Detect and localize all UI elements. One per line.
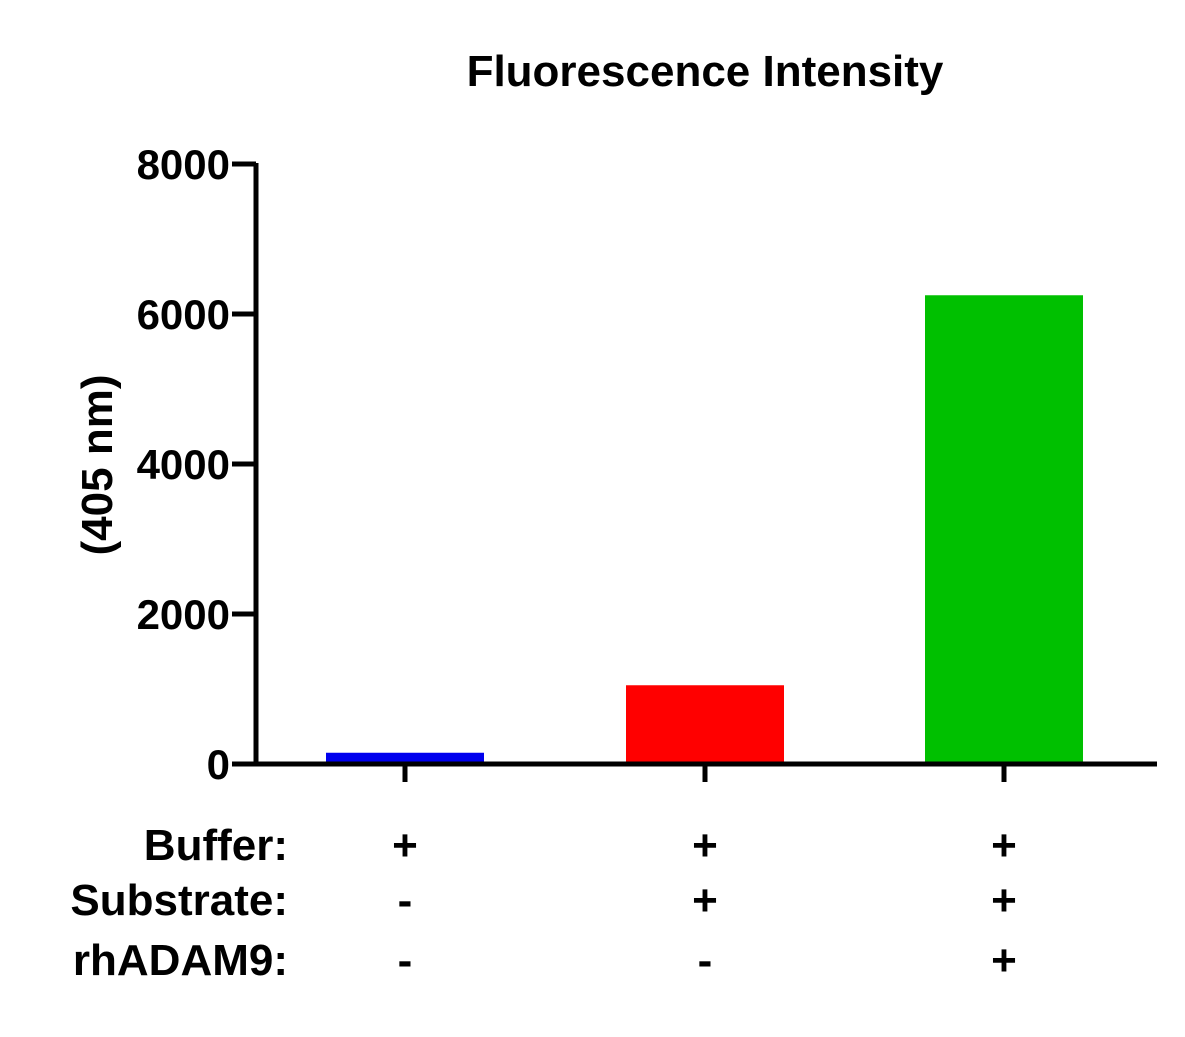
condition-mark: + xyxy=(392,821,418,870)
condition-mark: - xyxy=(398,936,413,985)
bar xyxy=(925,295,1083,764)
y-tick-label: 6000 xyxy=(137,291,230,338)
condition-mark: + xyxy=(991,936,1017,985)
condition-label: rhADAM9: xyxy=(73,936,288,985)
x-axis-ticks xyxy=(402,764,1007,782)
condition-mark: - xyxy=(398,876,413,925)
condition-table: Buffer: + + + Substrate: - + + rhADAM9: - - + xyxy=(70,821,1016,985)
bar xyxy=(326,752,484,764)
condition-mark: - xyxy=(698,936,713,985)
condition-label: Substrate: xyxy=(70,876,288,925)
condition-mark: + xyxy=(692,876,718,925)
y-tick-label: 8000 xyxy=(137,141,230,188)
bars xyxy=(326,295,1083,764)
y-tick-label: 0 xyxy=(207,741,230,788)
y-axis-label: (405 nm) xyxy=(73,375,122,556)
condition-label: Buffer: xyxy=(144,821,288,870)
condition-mark: + xyxy=(991,876,1017,925)
y-axis-ticks: 0 2000 4000 6000 8000 xyxy=(137,141,256,788)
condition-mark: + xyxy=(692,821,718,870)
condition-mark: + xyxy=(991,821,1017,870)
y-tick-label: 2000 xyxy=(137,591,230,638)
y-tick-label: 4000 xyxy=(137,441,230,488)
bar xyxy=(626,685,784,764)
chart-title: Fluorescence Intensity xyxy=(467,47,944,96)
